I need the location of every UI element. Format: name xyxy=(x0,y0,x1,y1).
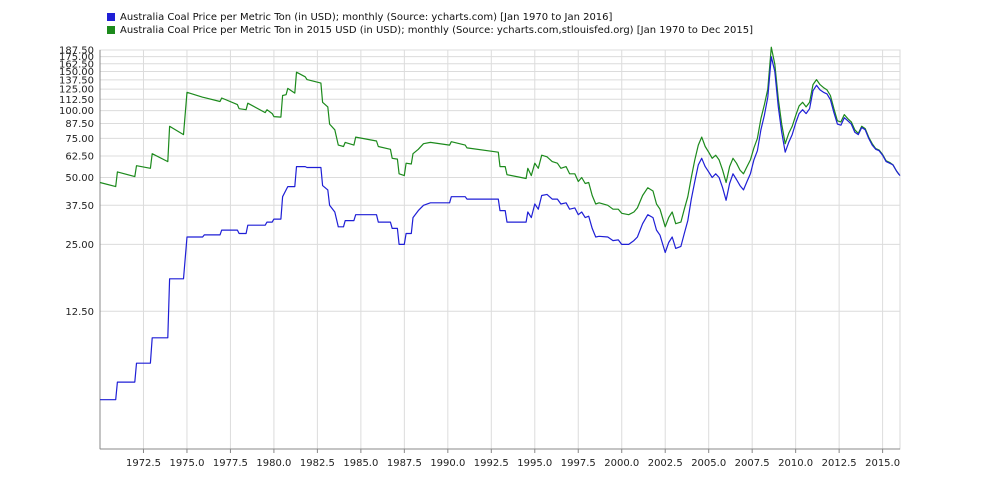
series-line-real xyxy=(99,46,900,228)
y-tick-label: 150.00 xyxy=(59,67,94,78)
x-tick-label: 2007.5 xyxy=(735,458,770,469)
y-tick-label: 162.50 xyxy=(59,59,94,70)
x-tick-label: 1990.0 xyxy=(430,458,465,469)
x-tick-label: 1977.5 xyxy=(213,458,248,469)
x-tick-label: 2012.5 xyxy=(822,458,857,469)
y-tick-label: 112.50 xyxy=(59,95,94,106)
x-tick-label: 2015.0 xyxy=(865,458,900,469)
legend-swatch-real xyxy=(107,26,115,34)
x-tick-label: 2002.5 xyxy=(648,458,683,469)
x-tick-label: 1997.5 xyxy=(561,458,596,469)
x-tick-label: 1987.5 xyxy=(387,458,422,469)
y-tick-label: 87.50 xyxy=(65,119,94,130)
series-group xyxy=(99,46,901,401)
y-tick-label: 75.00 xyxy=(65,134,94,145)
y-tick-label: 50.00 xyxy=(65,173,94,184)
grid xyxy=(99,49,901,450)
x-tick-label: 2010.0 xyxy=(778,458,813,469)
x-tick-label: 1982.5 xyxy=(300,458,335,469)
y-tick-label: 37.50 xyxy=(65,201,94,212)
legend: Australia Coal Price per Metric Ton (in … xyxy=(107,12,753,36)
x-tick-label: 1992.5 xyxy=(474,458,509,469)
x-tick-label: 1975.0 xyxy=(169,458,204,469)
y-tick-label: 175.00 xyxy=(59,52,94,63)
legend-label-real: Australia Coal Price per Metric Ton in 2… xyxy=(120,25,753,36)
y-tick-label: 187.50 xyxy=(59,46,94,57)
x-tick-label: 2005.0 xyxy=(691,458,726,469)
y-tick-label: 125.00 xyxy=(59,85,94,96)
legend-label-nominal: Australia Coal Price per Metric Ton (in … xyxy=(120,12,613,23)
axes: 12.50 25.00 37.50 50.00 62.50 75.00 87.50 100.0… xyxy=(59,46,900,470)
x-tick-label: 1972.5 xyxy=(126,458,161,469)
x-tick-label: 1995.0 xyxy=(517,458,552,469)
y-tick-label: 12.50 xyxy=(65,307,94,318)
legend-swatch-nominal xyxy=(107,13,115,21)
y-tick-label: 62.50 xyxy=(65,152,94,163)
x-tick-label: 1980.0 xyxy=(256,458,291,469)
y-tick-label: 137.50 xyxy=(59,75,94,86)
x-tick-label: 1985.0 xyxy=(343,458,378,469)
series-line-nominal xyxy=(100,56,901,401)
y-tick-label: 100.00 xyxy=(59,106,94,117)
y-tick-label: 25.00 xyxy=(65,240,94,251)
x-tick-label: 2000.0 xyxy=(604,458,639,469)
